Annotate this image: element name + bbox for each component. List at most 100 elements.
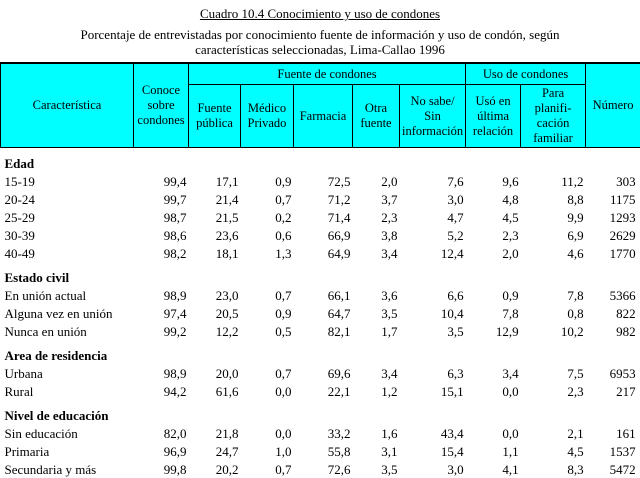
value-cell: 99,4 bbox=[163, 174, 187, 189]
value-cell: 9,6 bbox=[502, 174, 519, 189]
group-header-uso-de-condones: Uso de condones bbox=[465, 62, 587, 85]
value-cell: 2,0 bbox=[502, 246, 519, 261]
section-label: Nivel de educación bbox=[4, 408, 109, 423]
value-cell: 99,7 bbox=[163, 192, 187, 207]
value-cell: 99,8 bbox=[163, 462, 187, 477]
row-label-cell: Rural bbox=[4, 384, 34, 399]
value-cell: 1175 bbox=[610, 192, 636, 207]
value-cell: 4,6 bbox=[567, 246, 584, 261]
col-header-uso-ultima-relacion: Usó en última relación bbox=[465, 84, 522, 148]
value-cell: 217 bbox=[616, 384, 636, 399]
value-cell: 12,4 bbox=[440, 246, 464, 261]
value-cell: 17,1 bbox=[215, 174, 239, 189]
value-cell: 982 bbox=[616, 324, 636, 339]
value-cell: 72,5 bbox=[327, 174, 351, 189]
value-cell: 1,6 bbox=[381, 426, 398, 441]
value-cell: 0,0 bbox=[502, 384, 519, 399]
value-cell: 0,6 bbox=[275, 228, 292, 243]
value-cell: 7,8 bbox=[567, 288, 584, 303]
value-cell: 7,5 bbox=[567, 366, 584, 381]
row-label-cell: 25-29 bbox=[4, 210, 35, 225]
value-cell: 1,0 bbox=[275, 444, 292, 459]
row-label-cell: 15-19 bbox=[4, 174, 35, 189]
value-cell: 94,2 bbox=[163, 384, 187, 399]
value-cell: 98,9 bbox=[163, 288, 187, 303]
section-label: Edad bbox=[4, 156, 35, 171]
value-cell: 1,1 bbox=[502, 444, 519, 459]
value-cell: 3,4 bbox=[381, 246, 398, 261]
value-cell: 3,0 bbox=[447, 462, 464, 477]
data-row: Primaria 96,9 24,7 1,0 55,8 3,1 15,4 1,1 4,5 1537 bbox=[1, 443, 640, 461]
value-cell: 161 bbox=[616, 426, 636, 441]
row-label-cell: En unión actual bbox=[4, 288, 87, 303]
value-cell: 2,1 bbox=[567, 426, 584, 441]
value-cell: 5,2 bbox=[447, 228, 464, 243]
table-subtitle-line2: características seleccionadas, Lima-Call… bbox=[195, 42, 445, 57]
col-header-no-sabe: No sabe/ Sin información bbox=[398, 84, 467, 148]
col-header-medico-privado: Médico Privado bbox=[240, 84, 294, 148]
value-cell: 3,1 bbox=[381, 444, 398, 459]
value-cell: 4,1 bbox=[502, 462, 519, 477]
value-cell: 18,1 bbox=[215, 246, 239, 261]
value-cell: 4,7 bbox=[447, 210, 464, 225]
value-cell: 98,9 bbox=[163, 366, 187, 381]
value-cell: 12,2 bbox=[215, 324, 239, 339]
value-cell: 3,5 bbox=[381, 462, 398, 477]
section-label: Estado civil bbox=[4, 270, 70, 285]
value-cell: 61,6 bbox=[215, 384, 239, 399]
value-cell: 20,0 bbox=[215, 366, 239, 381]
data-row: Rural 94,2 61,6 0,0 22,1 1,2 15,1 0,0 2,3 217 bbox=[1, 383, 640, 401]
value-cell: 64,9 bbox=[327, 246, 351, 261]
value-cell: 21,8 bbox=[215, 426, 239, 441]
value-cell: 822 bbox=[616, 306, 636, 321]
value-cell: 82,1 bbox=[327, 324, 351, 339]
section-header-row: Estado civil bbox=[1, 263, 640, 287]
value-cell: 71,2 bbox=[327, 192, 351, 207]
value-cell: 66,1 bbox=[327, 288, 351, 303]
value-cell: 21,4 bbox=[215, 192, 239, 207]
value-cell: 303 bbox=[616, 174, 636, 189]
value-cell: 15,4 bbox=[440, 444, 464, 459]
value-cell: 99,2 bbox=[163, 324, 187, 339]
value-cell: 0,7 bbox=[275, 462, 292, 477]
value-cell: 3,0 bbox=[447, 192, 464, 207]
value-cell: 98,6 bbox=[163, 228, 187, 243]
value-cell: 3,6 bbox=[381, 288, 398, 303]
col-header-planificacion-familiar: Para planifi- cación familiar bbox=[520, 84, 587, 148]
value-cell: 0,8 bbox=[567, 306, 584, 321]
data-row: 25-29 98,7 21,5 0,2 71,4 2,3 4,7 4,5 9,9 1293 bbox=[1, 209, 640, 227]
value-cell: 4,5 bbox=[567, 444, 584, 459]
data-row: Urbana 98,9 20,0 0,7 69,6 3,4 6,3 3,4 7,5 6953 bbox=[1, 365, 640, 383]
value-cell: 3,5 bbox=[447, 324, 464, 339]
data-row: En unión actual 98,9 23,0 0,7 66,1 3,6 6,6 0,9 7… bbox=[1, 287, 640, 305]
value-cell: 0,9 bbox=[275, 174, 292, 189]
value-cell: 71,4 bbox=[327, 210, 351, 225]
value-cell: 6,6 bbox=[447, 288, 464, 303]
value-cell: 82,0 bbox=[163, 426, 187, 441]
value-cell: 96,9 bbox=[163, 444, 187, 459]
value-cell: 72,6 bbox=[327, 462, 351, 477]
row-label-cell: 30-39 bbox=[4, 228, 35, 243]
value-cell: 0,9 bbox=[502, 288, 519, 303]
value-cell: 6953 bbox=[609, 366, 636, 381]
row-label-cell: Alguna vez en unión bbox=[4, 306, 113, 321]
section-label: Area de residencia bbox=[4, 348, 108, 363]
value-cell: 6,3 bbox=[447, 366, 464, 381]
col-header-numero: Número bbox=[585, 62, 640, 148]
table-subtitle-line1: Porcentaje de entrevistadas por conocimi… bbox=[80, 27, 560, 42]
table-title-text: Cuadro 10.4 Conocimiento y uso de condon… bbox=[199, 6, 441, 21]
data-row: 30-39 98,6 23,6 0,6 66,9 3,8 5,2 2,3 6,9 2629 bbox=[1, 227, 640, 245]
value-cell: 3,4 bbox=[381, 366, 398, 381]
value-cell: 55,8 bbox=[327, 444, 351, 459]
row-label-cell: 20-24 bbox=[4, 192, 35, 207]
value-cell: 0,0 bbox=[275, 384, 292, 399]
row-label-cell: Nunca en unión bbox=[4, 324, 87, 339]
value-cell: 1770 bbox=[609, 246, 636, 261]
value-cell: 5472 bbox=[609, 462, 636, 477]
row-label-cell: Secundaria y más bbox=[4, 462, 97, 477]
value-cell: 6,9 bbox=[567, 228, 584, 243]
value-cell: 2,3 bbox=[567, 384, 584, 399]
value-cell: 8,8 bbox=[567, 192, 584, 207]
value-cell: 98,2 bbox=[163, 246, 187, 261]
value-cell: 11,2 bbox=[561, 174, 584, 189]
